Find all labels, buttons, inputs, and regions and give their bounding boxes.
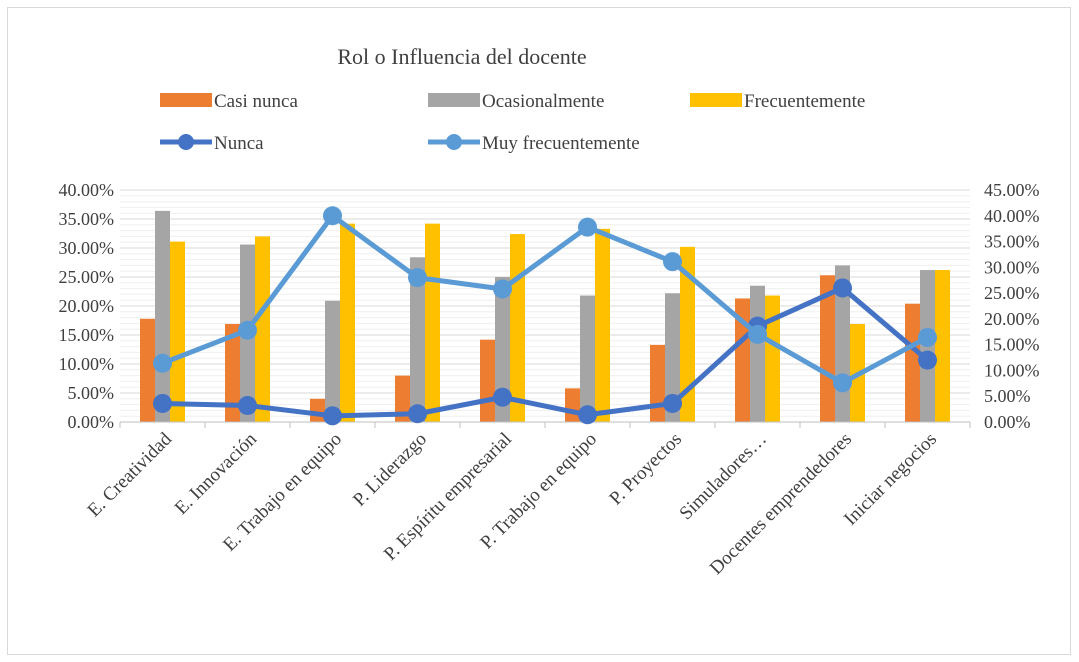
bar: [750, 285, 765, 422]
legend-label: Frecuentemente: [744, 91, 865, 112]
category-label: P. Proyectos: [605, 429, 686, 510]
bar: [340, 223, 355, 422]
bar: [255, 236, 270, 422]
data-point: [323, 406, 342, 426]
lines: [153, 206, 937, 426]
y-axis-primary-ticks: 0.00% 5.00% 10.00% 15.00% 20.00% 25.00% 30.00%…: [59, 180, 115, 432]
y-secondary-tick-label: 35.00%: [984, 232, 1040, 252]
y-secondary-tick-label: 15.00%: [984, 335, 1040, 355]
data-point: [918, 327, 937, 347]
y-axis-secondary-ticks: 0.00% 5.00% 10.00% 15.00% 20.00% 25.00% 30.00%…: [984, 180, 1040, 432]
data-point: [408, 268, 427, 288]
bar: [410, 257, 425, 422]
legend-marker: [446, 134, 462, 150]
y-secondary-tick-label: 45.00%: [984, 180, 1040, 200]
data-point: [323, 206, 342, 226]
series-line: [161, 213, 929, 386]
category-label: P. Liderazgo: [349, 429, 431, 511]
bar: [155, 210, 170, 422]
y-secondary-tick-label: 30.00%: [984, 257, 1040, 277]
data-point: [748, 324, 767, 344]
legend-item: Casi nunca: [160, 91, 298, 112]
data-point: [918, 350, 937, 370]
category-label: E. Creatividad: [84, 428, 177, 521]
data-point: [833, 278, 852, 298]
category-label: Docentes emprendedores: [706, 429, 856, 579]
category-label: E. Innovación: [171, 428, 262, 519]
data-point: [153, 393, 172, 413]
legend-item: Ocasionalmente: [428, 91, 604, 112]
legend-item: Nunca: [160, 133, 264, 154]
bar: [935, 270, 950, 422]
data-point: [238, 320, 257, 340]
legend-swatch: [160, 93, 212, 107]
bars: [140, 210, 950, 422]
chart-title: Rol o Influencia del docente: [337, 44, 586, 69]
data-point: [238, 396, 257, 416]
data-point: [493, 387, 512, 407]
y-secondary-tick-label: 10.00%: [984, 360, 1040, 380]
legend-item: Frecuentemente: [690, 91, 865, 112]
data-point: [578, 405, 597, 425]
y-tick-label: 15.00%: [59, 325, 115, 345]
data-point: [833, 373, 852, 393]
y-tick-label: 10.00%: [59, 354, 115, 374]
legend-label: Ocasionalmente: [482, 91, 604, 112]
legend-item: Muy frecuentemente: [428, 133, 640, 154]
axes: [119, 421, 971, 428]
y-tick-label: 30.00%: [59, 238, 115, 258]
y-secondary-tick-label: 5.00%: [984, 386, 1031, 406]
y-tick-label: 5.00%: [68, 383, 115, 403]
bar: [225, 323, 240, 422]
bar: [580, 295, 595, 422]
legend-swatch: [690, 93, 742, 107]
legend: Casi nunca Ocasionalmente Frecuentemente Nu…: [160, 91, 865, 154]
bar: [170, 241, 185, 422]
bar: [905, 303, 920, 422]
y-secondary-tick-label: 20.00%: [984, 309, 1040, 329]
data-point: [663, 252, 682, 272]
y-secondary-tick-label: 25.00%: [984, 283, 1040, 303]
y-secondary-tick-label: 0.00%: [984, 412, 1031, 432]
legend-label: Muy frecuentemente: [482, 133, 640, 154]
bar: [595, 228, 610, 422]
legend-label: Nunca: [214, 133, 264, 154]
data-point: [663, 393, 682, 413]
category-label: Simuladores…: [676, 429, 771, 524]
y-tick-label: 40.00%: [59, 180, 115, 200]
bar: [480, 339, 495, 422]
data-point: [408, 404, 427, 424]
data-point: [153, 353, 172, 373]
y-tick-label: 0.00%: [68, 412, 115, 432]
legend-marker: [178, 134, 194, 150]
bar: [395, 375, 410, 422]
bar: [820, 275, 835, 422]
legend-label: Casi nunca: [214, 91, 298, 112]
series-line: [162, 285, 930, 419]
bar: [510, 234, 525, 422]
bar: [140, 318, 155, 422]
data-point: [578, 217, 597, 237]
legend-swatch: [428, 93, 480, 107]
data-point: [493, 279, 512, 299]
y-tick-label: 25.00%: [59, 267, 115, 287]
bar: [425, 223, 440, 422]
bar: [565, 388, 580, 422]
y-tick-label: 35.00%: [59, 209, 115, 229]
bar: [680, 246, 695, 422]
bar: [665, 293, 680, 422]
bar: [650, 344, 665, 422]
bar: [765, 295, 780, 422]
bar: [495, 277, 510, 422]
bar: [735, 298, 750, 422]
y-tick-label: 20.00%: [59, 296, 115, 316]
bar: [310, 398, 325, 422]
bar: [325, 300, 340, 422]
y-secondary-tick-label: 40.00%: [984, 206, 1040, 226]
